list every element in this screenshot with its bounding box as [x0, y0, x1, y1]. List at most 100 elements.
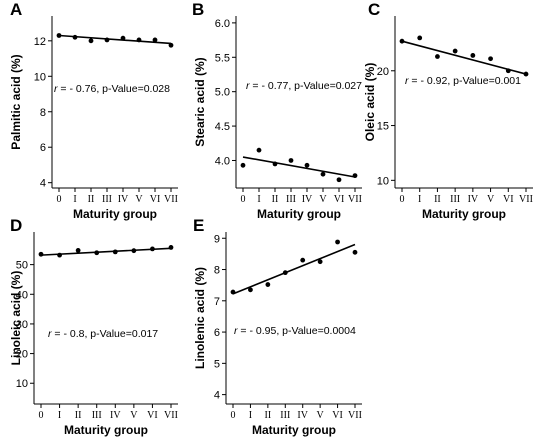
panel-a-letter: A: [10, 0, 22, 19]
panel-d-annotation-r: r: [48, 328, 52, 340]
panel-b-xtick-label: I: [257, 194, 260, 205]
panel-b-point-III: [288, 158, 294, 163]
panel-c-annotation-text: = - 0.92, p-Value=0.001: [409, 75, 522, 87]
panel-e-annotation: r = - 0.95, p-Value=0.0004: [234, 325, 356, 337]
panel-b-xtick-label: 0: [241, 194, 246, 205]
panel-e-ytick-label: 9: [214, 233, 220, 245]
panel-b-point-I: [256, 147, 262, 153]
panel-d-xtick-label: 0: [39, 410, 44, 421]
panel-c-xtick-label: 0: [400, 194, 405, 205]
panel-c-y-axis-label: Oleic acid (%): [363, 63, 377, 142]
panel-a-xtick-label: VII: [164, 194, 178, 205]
panel-b-point-VII: [352, 173, 358, 179]
panel-a-annotation-text: = - 0.76, p-Value=0.028: [58, 83, 171, 95]
panel-c-xtick-label: II: [434, 194, 441, 205]
panel-d-point-0: [38, 251, 44, 257]
panel-b-point-IV: [304, 162, 310, 168]
panel-a-point-VI: [152, 37, 158, 43]
panel-e-ytick-label: 4: [214, 390, 220, 402]
panel-e-point-IV: [300, 257, 306, 263]
panel-a-xtick-label: I: [73, 194, 76, 205]
panel-d-xtick-label: III: [92, 410, 102, 421]
panel-e-xtick-label: VII: [348, 410, 362, 421]
panel-e-point-0: [230, 289, 236, 295]
panel-b-xtick-label: VI: [334, 194, 345, 205]
panel-d-xtick-label: IV: [110, 410, 121, 421]
panel-a-xtick-label: VI: [150, 194, 161, 205]
panel-e-xtick-label: III: [280, 410, 290, 421]
panel-e-xtick-label: I: [249, 410, 252, 421]
panel-d-point-III: [94, 250, 100, 256]
panel-e-y-axis-label: Linolenic acid (%): [193, 267, 207, 369]
panel-d-point-VII: [168, 245, 174, 250]
panel-a-point-II: [88, 38, 94, 44]
panel-c-point-VII: [523, 71, 529, 77]
panel-d-xtick-label: V: [130, 410, 138, 421]
panel-a-x-axis-label: Maturity group: [73, 207, 157, 221]
panel-c-point-II: [435, 54, 440, 59]
panel-c-point-V: [488, 56, 493, 62]
panel-d-letter: D: [10, 216, 22, 235]
panel-d-point-I: [57, 252, 62, 258]
panel-a-point-IV: [120, 35, 126, 41]
panel-c-point-III: [452, 48, 458, 54]
panel-b-y-axis-label: Stearic acid (%): [193, 57, 207, 146]
panel-a-ytick-label: 12: [34, 36, 46, 48]
panel-b-ytick-label: 5.5: [215, 52, 230, 64]
panel-b-ytick-label: 4.0: [215, 155, 230, 167]
panel-d-annotation: r = - 0.8, p-Value=0.017: [48, 328, 158, 340]
panel-b-point-V: [320, 171, 326, 177]
panel-e-ytick-label: 7: [214, 296, 220, 308]
panel-e-x-axis-label: Maturity group: [252, 423, 336, 437]
panel-c-xtick-label: VI: [503, 194, 514, 205]
panel-c-annotation: r = - 0.92, p-Value=0.001: [405, 75, 521, 87]
panel-b-trendline: [242, 156, 356, 178]
panel-d-ytick-label: 40: [16, 289, 28, 301]
panel-b-xtick-label: II: [272, 194, 279, 205]
panel-e-point-II: [265, 282, 271, 287]
panel-c-xtick-label: III: [450, 194, 460, 205]
panel-c-point-VI: [505, 68, 511, 74]
panel-e-annotation-r: r: [234, 325, 238, 337]
panel-b-xtick-label: V: [319, 194, 327, 205]
panel-b-ytick-label: 6.0: [215, 18, 230, 30]
panel-b-point-0: [240, 162, 246, 168]
panel-b-point-VI: [336, 177, 342, 183]
panel-a-xtick-label: IV: [118, 194, 129, 205]
panel-e-point-VI: [335, 239, 340, 245]
panel-d-y-axis-label: Linoleic acid (%): [9, 271, 23, 366]
panel-a-annotation: r = - 0.76, p-Value=0.028: [54, 83, 170, 95]
panel-d-xtick-label: II: [75, 410, 82, 421]
panel-e-point-VII: [352, 249, 358, 255]
panel-b-annotation: r = - 0.77, p-Value=0.027: [246, 80, 362, 92]
panel-c-ytick-label: 10: [377, 175, 389, 187]
panel-a-annotation-r: r: [54, 83, 58, 95]
panel-d-ytick-label: 20: [16, 349, 28, 361]
panel-d-point-VI: [150, 246, 155, 252]
panel-d-x-axis-label: Maturity group: [64, 423, 148, 437]
panel-e-xtick-label: 0: [231, 410, 236, 421]
panel-c-point-I: [417, 35, 423, 41]
panel-b-xtick-label: III: [286, 194, 296, 205]
panel-d-annotation-text: = - 0.8, p-Value=0.017: [52, 328, 159, 340]
panel-e-point-I: [248, 287, 253, 293]
panel-c-trendline: [401, 40, 527, 75]
panel-a-xtick-label: III: [102, 194, 112, 205]
panel-e-ytick-label: 5: [214, 358, 220, 370]
panel-e-letter: E: [193, 216, 204, 235]
panel-d-ytick-label: 30: [16, 319, 28, 331]
panel-d-ytick-label: 10: [16, 378, 28, 390]
panel-a-xtick-label: 0: [57, 194, 62, 205]
panel-d-xtick-label: VI: [147, 410, 158, 421]
panel-e-point-V: [317, 259, 323, 265]
panel-a-ytick-label: 8: [40, 107, 46, 119]
panel-b-annotation-r: r: [246, 80, 250, 92]
panel-a-xtick-label: V: [135, 194, 143, 205]
panel-c-point-IV: [470, 53, 476, 58]
panel-a-point-I: [72, 34, 78, 40]
panel-e-annotation-text: = - 0.95, p-Value=0.0004: [238, 325, 356, 337]
panel-b-annotation-text: = - 0.77, p-Value=0.027: [250, 80, 363, 92]
panel-e-point-III: [282, 270, 288, 276]
panel-a-trendline: [58, 34, 172, 45]
